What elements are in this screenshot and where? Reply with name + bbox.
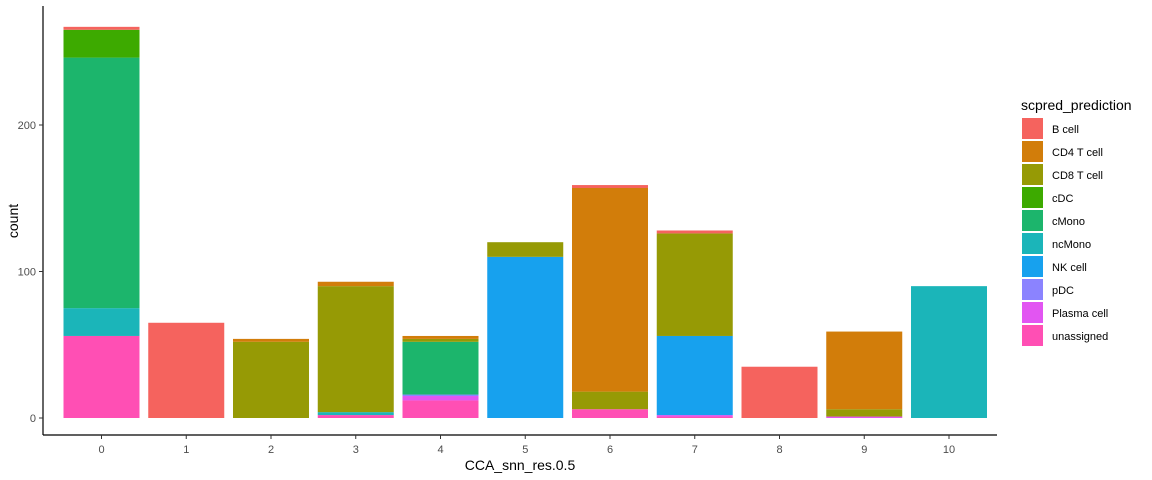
- legend: scpred_prediction B cell CD4 T cell CD8 T …: [1021, 97, 1132, 346]
- bar-segment-cd4-t-cell-cluster-6: [572, 187, 648, 392]
- bar-segment-cd8-t-cell-cluster-5: [487, 242, 564, 257]
- x-tick-label: 8: [776, 444, 782, 456]
- x-tick-label: 3: [353, 444, 359, 456]
- legend-label: B cell: [1052, 124, 1079, 136]
- legend-title: scpred_prediction: [1021, 97, 1132, 113]
- bar-segment-unassigned-cluster-3: [317, 415, 394, 418]
- bar-segment-cd8-t-cell-cluster-3: [317, 286, 394, 413]
- x-tick-label: 2: [268, 444, 274, 456]
- y-tick-label: 0: [30, 413, 36, 425]
- y-tick-label: 200: [18, 120, 36, 132]
- bar-segment-cdc-cluster-0: [63, 29, 140, 58]
- bar-segment-b-cell-cluster-1: [148, 322, 225, 418]
- x-tick-label: 1: [183, 444, 189, 456]
- bar-segment-pdc-cluster-4: [402, 394, 479, 397]
- bar-segment-ncmono-cluster-3: [317, 412, 394, 416]
- bar-segment-b-cell-cluster-7: [656, 230, 733, 234]
- x-axis-title: CCA_snn_res.0.5: [465, 457, 576, 473]
- bar-segment-unassigned-cluster-6: [572, 409, 648, 418]
- bar-segment-nk-cell-cluster-7: [656, 335, 733, 416]
- legend-key-cmono: [1022, 210, 1043, 231]
- bar-segment-nk-cell-cluster-5: [487, 256, 564, 418]
- bar-segment-cd4-t-cell-cluster-4: [402, 335, 479, 339]
- legend-key-b-cell: [1022, 118, 1043, 139]
- x-tick-label: 7: [692, 444, 698, 456]
- bar-segment-b-cell-cluster-8: [741, 366, 818, 418]
- bar-segment-cd4-t-cell-cluster-3: [317, 281, 394, 287]
- bar-segment-ncmono-cluster-10: [911, 286, 987, 418]
- legend-key-nk-cell: [1022, 256, 1043, 277]
- x-tick-label: 4: [437, 444, 443, 456]
- bar-segment-plasma-cell-cluster-4: [402, 396, 479, 401]
- x-tick-label: 9: [861, 444, 867, 456]
- legend-key-pdc: [1022, 279, 1043, 300]
- bar-segment-b-cell-cluster-6: [572, 185, 648, 188]
- legend-label: cMono: [1052, 216, 1085, 228]
- bar-segment-unassigned-cluster-4: [402, 400, 479, 418]
- y-axis-ticks: 0 100 200: [18, 120, 43, 425]
- bar-segment-cmono-cluster-4: [402, 341, 479, 395]
- x-tick-label: 5: [522, 444, 528, 456]
- x-tick-label: 10: [943, 444, 955, 456]
- legend-label: ncMono: [1052, 239, 1091, 251]
- y-axis-title: count: [5, 204, 21, 238]
- bar-segment-unassigned-cluster-7: [656, 416, 733, 418]
- bar-segment-cd8-t-cell-cluster-4: [402, 338, 479, 342]
- legend-label: Plasma cell: [1052, 308, 1108, 320]
- bar-segment-cmono-cluster-0: [63, 57, 140, 309]
- legend-key-cd4-t-cell: [1022, 141, 1043, 162]
- legend-key-ncmono: [1022, 233, 1043, 254]
- bar-segment-cd8-t-cell-cluster-6: [572, 391, 648, 410]
- legend-label: unassigned: [1052, 331, 1108, 343]
- bar-segment-cd4-t-cell-cluster-9: [826, 331, 903, 410]
- x-tick-label: 0: [98, 444, 104, 456]
- legend-label: NK cell: [1052, 262, 1087, 274]
- bars-group: [63, 26, 987, 418]
- bar-segment-plasma-cell-cluster-7: [656, 415, 733, 417]
- y-tick-label: 100: [18, 267, 36, 279]
- bar-segment-plasma-cell-cluster-9: [826, 416, 903, 418]
- legend-key-cd8-t-cell: [1022, 164, 1043, 185]
- x-tick-label: 6: [607, 444, 613, 456]
- legend-label: pDC: [1052, 285, 1074, 297]
- bar-segment-cd8-t-cell-cluster-9: [826, 409, 903, 417]
- legend-key-plasma-cell: [1022, 302, 1043, 323]
- bar-segment-unassigned-cluster-0: [63, 335, 140, 418]
- bar-segment-cd8-t-cell-cluster-2: [233, 341, 309, 418]
- legend-items: B cell CD4 T cell CD8 T cell cDC cMono ncMono…: [1022, 118, 1108, 346]
- bar-segment-b-cell-cluster-0: [63, 26, 140, 30]
- bar-segment-cd4-t-cell-cluster-2: [233, 338, 309, 342]
- bar-segment-cd8-t-cell-cluster-7: [656, 233, 733, 336]
- bar-segment-ncmono-cluster-0: [63, 308, 140, 336]
- x-axis-ticks: 0 1 2 3 4 5 6 7 8 9 10: [98, 435, 955, 456]
- legend-label: cDC: [1052, 193, 1073, 205]
- legend-key-cdc: [1022, 187, 1043, 208]
- legend-label: CD4 T cell: [1052, 147, 1103, 159]
- legend-label: CD8 T cell: [1052, 170, 1103, 182]
- legend-key-unassigned: [1022, 325, 1043, 346]
